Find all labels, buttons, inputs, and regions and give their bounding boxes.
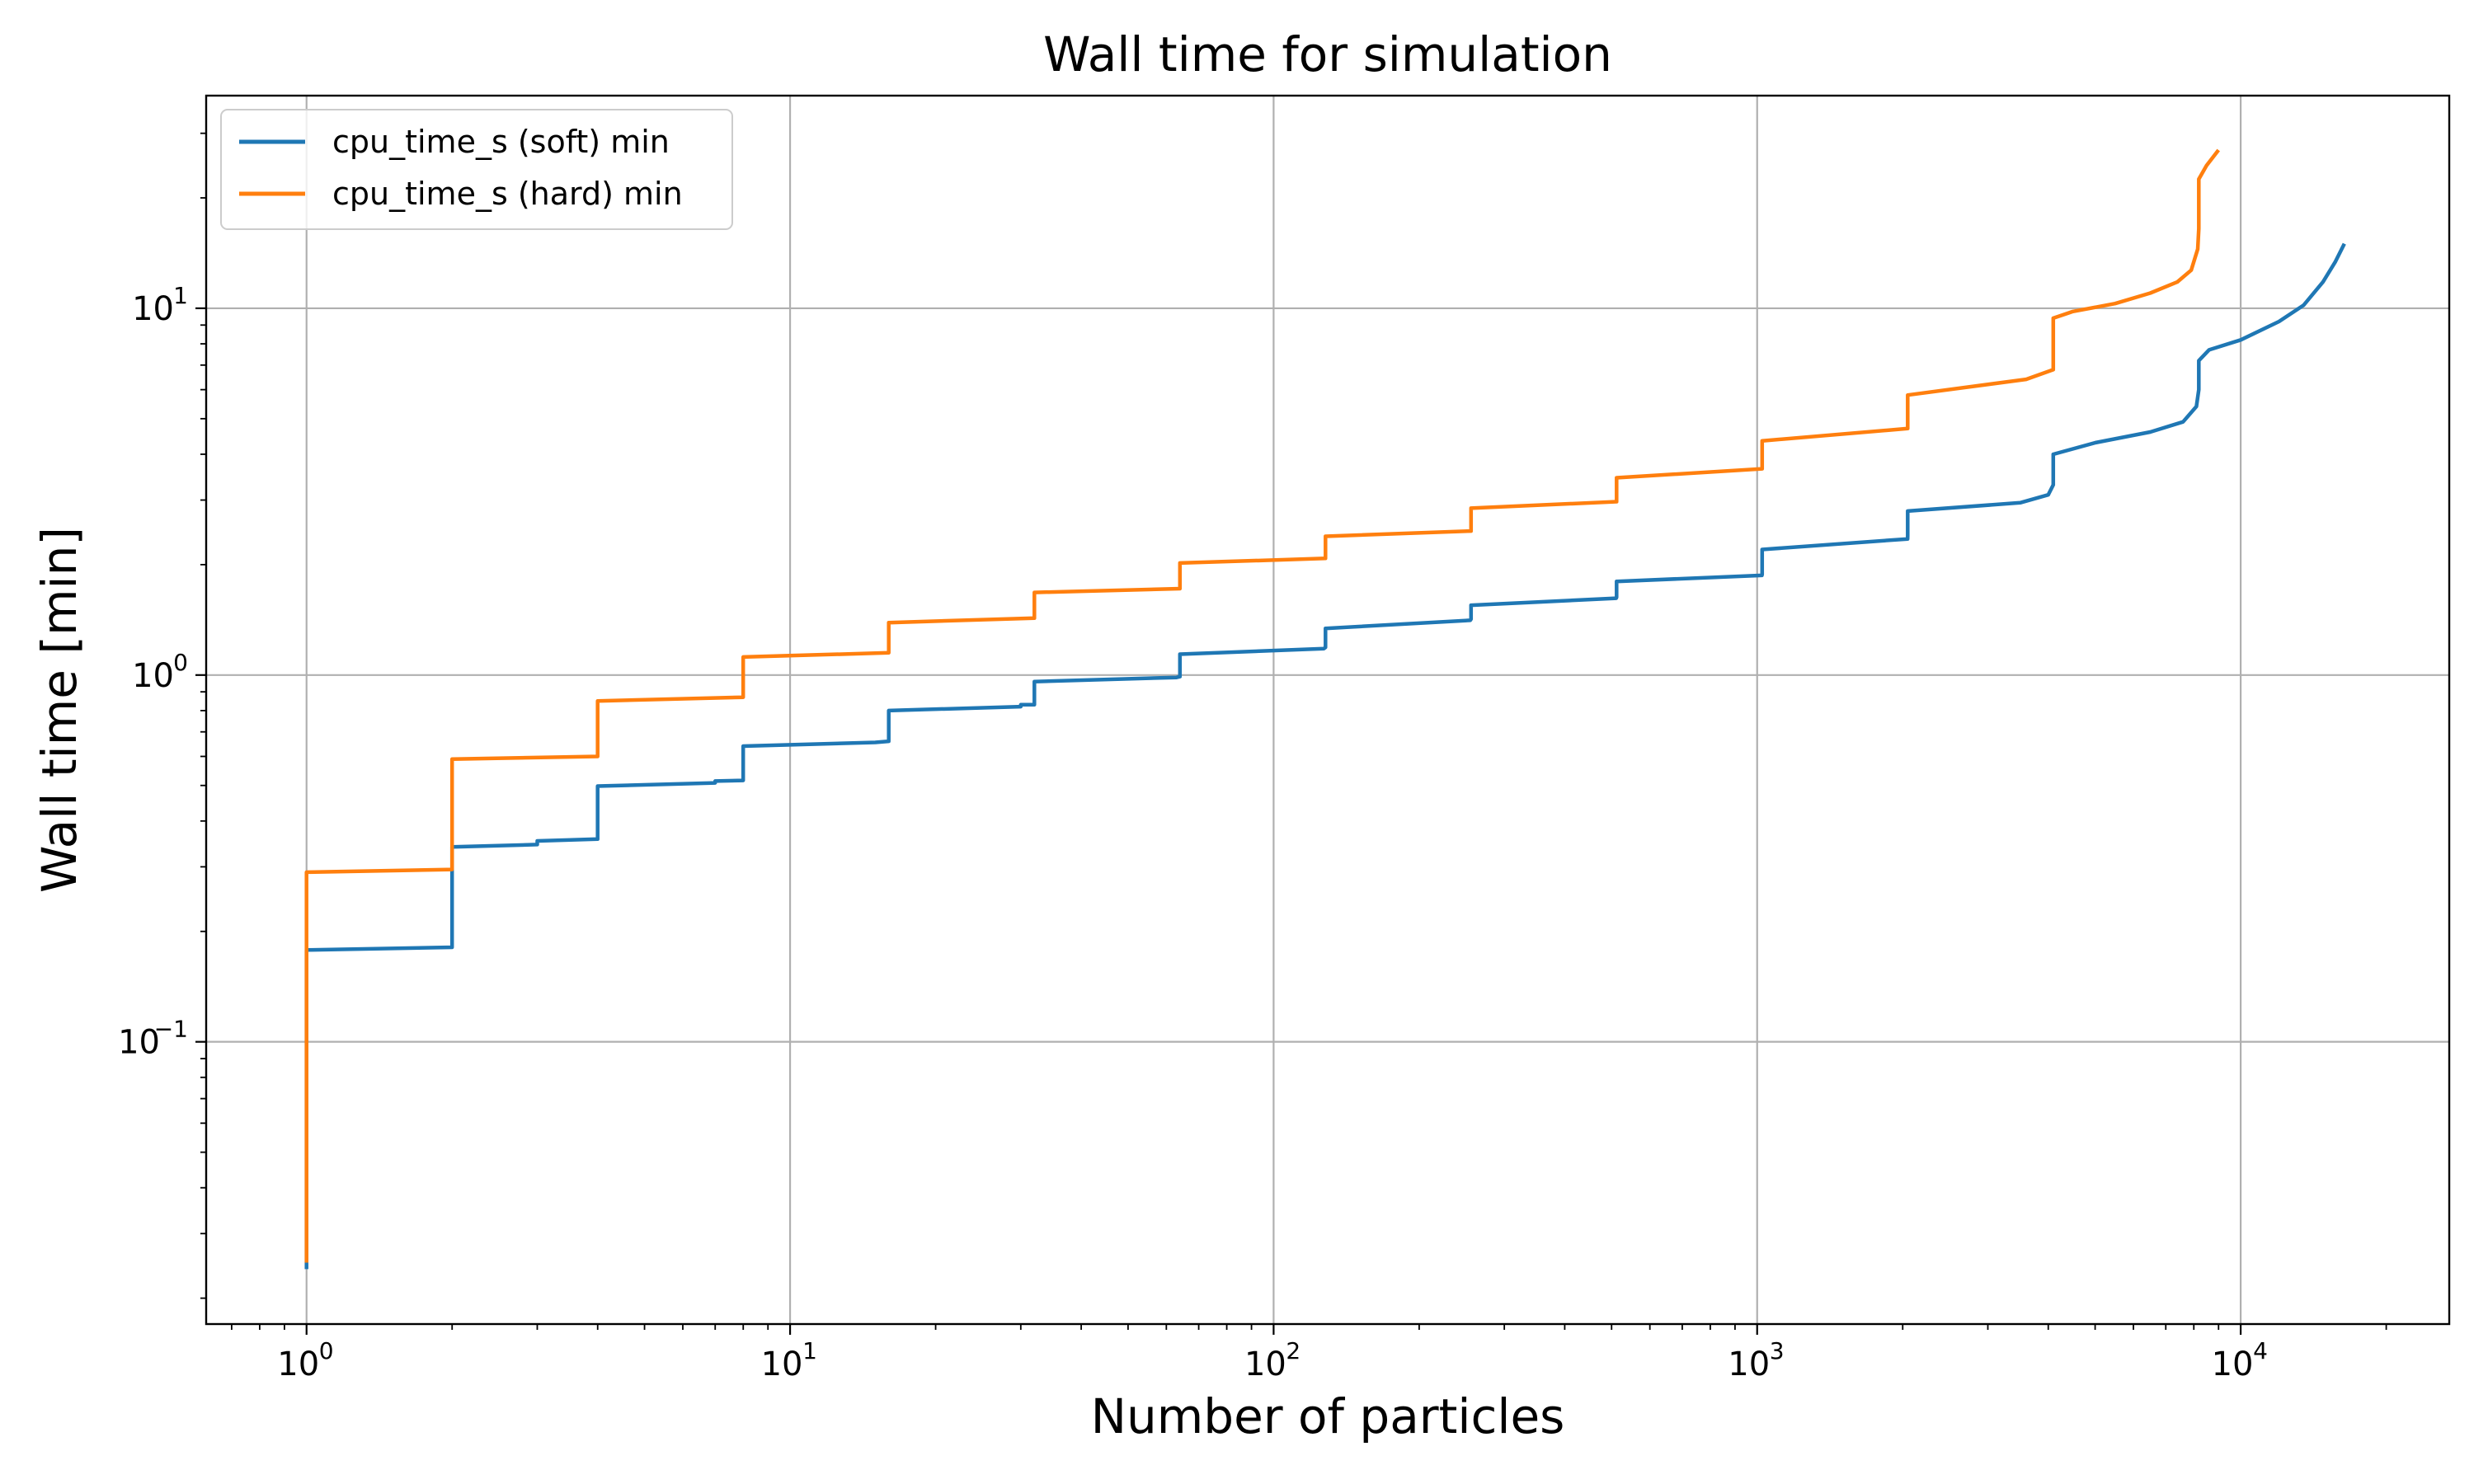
chart-title: Wall time for simulation xyxy=(1043,26,1612,82)
x-tick-label: 10 xyxy=(2212,1345,2254,1383)
x-tick-exponent: 1 xyxy=(802,1337,817,1364)
y-tick-label: 10 xyxy=(118,1024,160,1062)
series-line-hard xyxy=(304,148,2220,1263)
x-tick-label: 10 xyxy=(1244,1345,1286,1383)
legend: cpu_time_s (soft) min cpu_time_s (hard) … xyxy=(220,109,733,230)
x-tick-exponent: 0 xyxy=(319,1337,334,1364)
y-tick-exponent: 1 xyxy=(173,282,188,309)
y-axis-label: Wall time [min] xyxy=(31,527,87,893)
x-tick-label: 10 xyxy=(1728,1345,1770,1383)
legend-box xyxy=(220,109,733,230)
x-tick-label: 10 xyxy=(761,1345,803,1383)
x-axis-label: Number of particles xyxy=(1091,1388,1565,1444)
x-tick-exponent: 2 xyxy=(1286,1337,1300,1364)
y-tick-exponent: −1 xyxy=(154,1016,188,1043)
x-tick-exponent: 4 xyxy=(2253,1337,2268,1364)
x-tick-label: 10 xyxy=(277,1345,319,1383)
legend-label-hard: cpu_time_s (hard) min xyxy=(332,176,683,212)
grid xyxy=(206,96,2449,1324)
plot-frame xyxy=(205,94,2451,1326)
series-line-soft xyxy=(304,242,2346,1270)
legend-label-soft: cpu_time_s (soft) min xyxy=(332,124,670,160)
y-tick-label: 10 xyxy=(132,290,174,328)
plot-lines xyxy=(304,148,2346,1270)
y-tick-label: 10 xyxy=(132,657,174,695)
y-tick-exponent: 0 xyxy=(173,649,188,676)
x-tick-exponent: 3 xyxy=(1770,1337,1785,1364)
